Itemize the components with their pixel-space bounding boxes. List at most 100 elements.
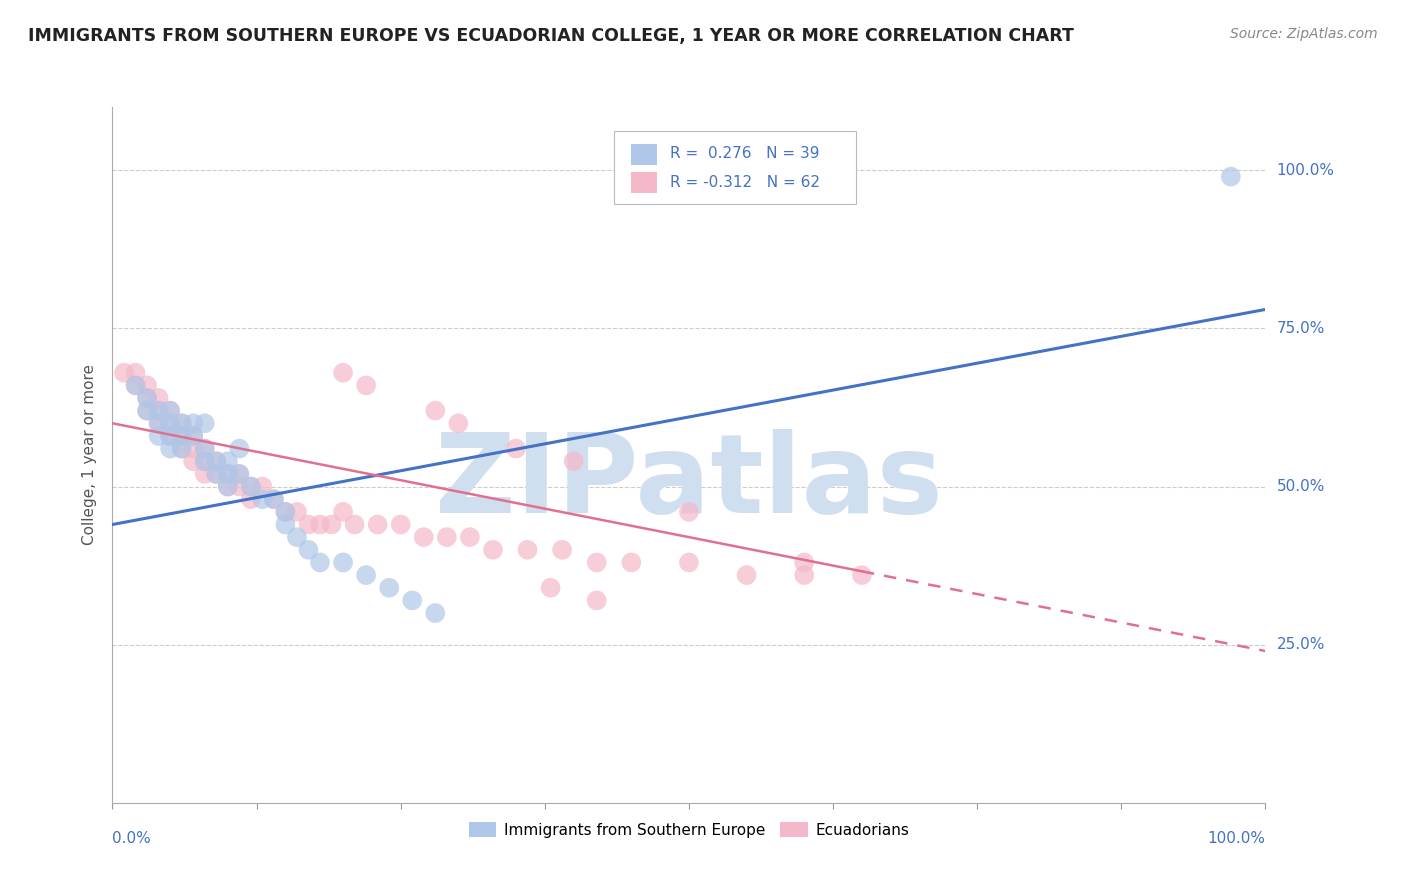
Point: [239, 479, 262, 493]
Point: [194, 454, 217, 468]
Text: Source: ZipAtlas.com: Source: ZipAtlas.com: [1230, 27, 1378, 41]
Text: 0.0%: 0.0%: [112, 830, 152, 846]
Legend: Immigrants from Southern Europe, Ecuadorians: Immigrants from Southern Europe, Ecuador…: [463, 815, 915, 844]
Text: 75.0%: 75.0%: [1277, 321, 1324, 336]
Point: [217, 467, 239, 481]
Point: [228, 479, 250, 493]
FancyBboxPatch shape: [614, 131, 856, 204]
Point: [124, 378, 146, 392]
Point: [285, 530, 308, 544]
Point: [252, 479, 274, 493]
Point: [332, 556, 354, 570]
Point: [228, 442, 250, 456]
Point: [378, 581, 401, 595]
Point: [181, 429, 204, 443]
Point: [194, 442, 217, 456]
Point: [389, 517, 412, 532]
Point: [297, 517, 319, 532]
Text: 25.0%: 25.0%: [1277, 637, 1324, 652]
Point: [274, 505, 297, 519]
Point: [170, 442, 193, 456]
Point: [505, 442, 527, 456]
Point: [285, 505, 308, 519]
Y-axis label: College, 1 year or more: College, 1 year or more: [82, 365, 97, 545]
Text: 50.0%: 50.0%: [1277, 479, 1324, 494]
Point: [793, 556, 815, 570]
Point: [412, 530, 434, 544]
Point: [159, 442, 181, 456]
Point: [159, 429, 181, 443]
Point: [181, 417, 204, 431]
Point: [562, 454, 585, 468]
Point: [136, 403, 159, 417]
Point: [170, 417, 193, 431]
Point: [447, 417, 470, 431]
Point: [148, 391, 170, 405]
Point: [136, 391, 159, 405]
Point: [332, 505, 354, 519]
Point: [793, 568, 815, 582]
Point: [148, 403, 170, 417]
Point: [217, 454, 239, 468]
Point: [170, 429, 193, 443]
Point: [217, 479, 239, 493]
Point: [194, 467, 217, 481]
Point: [112, 366, 135, 380]
Point: [516, 542, 538, 557]
Point: [205, 467, 228, 481]
Point: [205, 454, 228, 468]
Point: [425, 606, 447, 620]
Point: [585, 593, 607, 607]
Point: [148, 429, 170, 443]
Point: [274, 505, 297, 519]
Point: [735, 568, 758, 582]
Point: [159, 403, 181, 417]
Point: [136, 403, 159, 417]
Point: [354, 568, 377, 582]
FancyBboxPatch shape: [631, 144, 657, 165]
Point: [332, 366, 354, 380]
Point: [205, 467, 228, 481]
Point: [274, 517, 297, 532]
Point: [228, 467, 250, 481]
Point: [228, 467, 250, 481]
Point: [482, 542, 505, 557]
Point: [181, 429, 204, 443]
Point: [181, 454, 204, 468]
Point: [159, 417, 181, 431]
Point: [585, 556, 607, 570]
Point: [425, 403, 447, 417]
Point: [124, 366, 146, 380]
Point: [309, 556, 332, 570]
Point: [436, 530, 458, 544]
Text: R = -0.312   N = 62: R = -0.312 N = 62: [671, 175, 821, 190]
FancyBboxPatch shape: [631, 172, 657, 193]
Point: [321, 517, 343, 532]
Point: [148, 403, 170, 417]
Text: R =  0.276   N = 39: R = 0.276 N = 39: [671, 146, 820, 161]
Point: [678, 505, 700, 519]
Point: [1219, 169, 1241, 184]
Text: 100.0%: 100.0%: [1208, 830, 1265, 846]
Point: [159, 417, 181, 431]
Point: [401, 593, 423, 607]
Point: [354, 378, 377, 392]
Point: [170, 417, 193, 431]
Point: [458, 530, 481, 544]
Point: [263, 492, 285, 507]
Point: [297, 542, 319, 557]
Point: [851, 568, 873, 582]
Point: [678, 556, 700, 570]
Point: [170, 442, 193, 456]
Point: [159, 429, 181, 443]
Text: ZIPatlas: ZIPatlas: [434, 429, 943, 536]
Point: [159, 403, 181, 417]
Point: [263, 492, 285, 507]
Point: [194, 454, 217, 468]
Point: [194, 442, 217, 456]
Point: [148, 417, 170, 431]
Point: [124, 378, 146, 392]
Point: [170, 429, 193, 443]
Text: 100.0%: 100.0%: [1277, 163, 1334, 178]
Point: [217, 479, 239, 493]
